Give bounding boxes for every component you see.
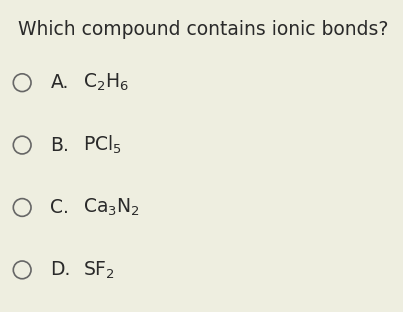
Text: $\mathrm{SF}_{2}$: $\mathrm{SF}_{2}$ (83, 259, 114, 280)
Text: Which compound contains ionic bonds?: Which compound contains ionic bonds? (18, 20, 388, 39)
Text: C.: C. (50, 198, 69, 217)
Text: A.: A. (50, 73, 69, 92)
Text: D.: D. (50, 261, 71, 279)
Text: B.: B. (50, 136, 69, 154)
Text: $\mathrm{C}_{2}\mathrm{H}_{6}$: $\mathrm{C}_{2}\mathrm{H}_{6}$ (83, 72, 129, 93)
Text: $\mathrm{Ca}_{3}\mathrm{N}_{2}$: $\mathrm{Ca}_{3}\mathrm{N}_{2}$ (83, 197, 139, 218)
Text: $\mathrm{PCl}_{5}$: $\mathrm{PCl}_{5}$ (83, 134, 122, 156)
